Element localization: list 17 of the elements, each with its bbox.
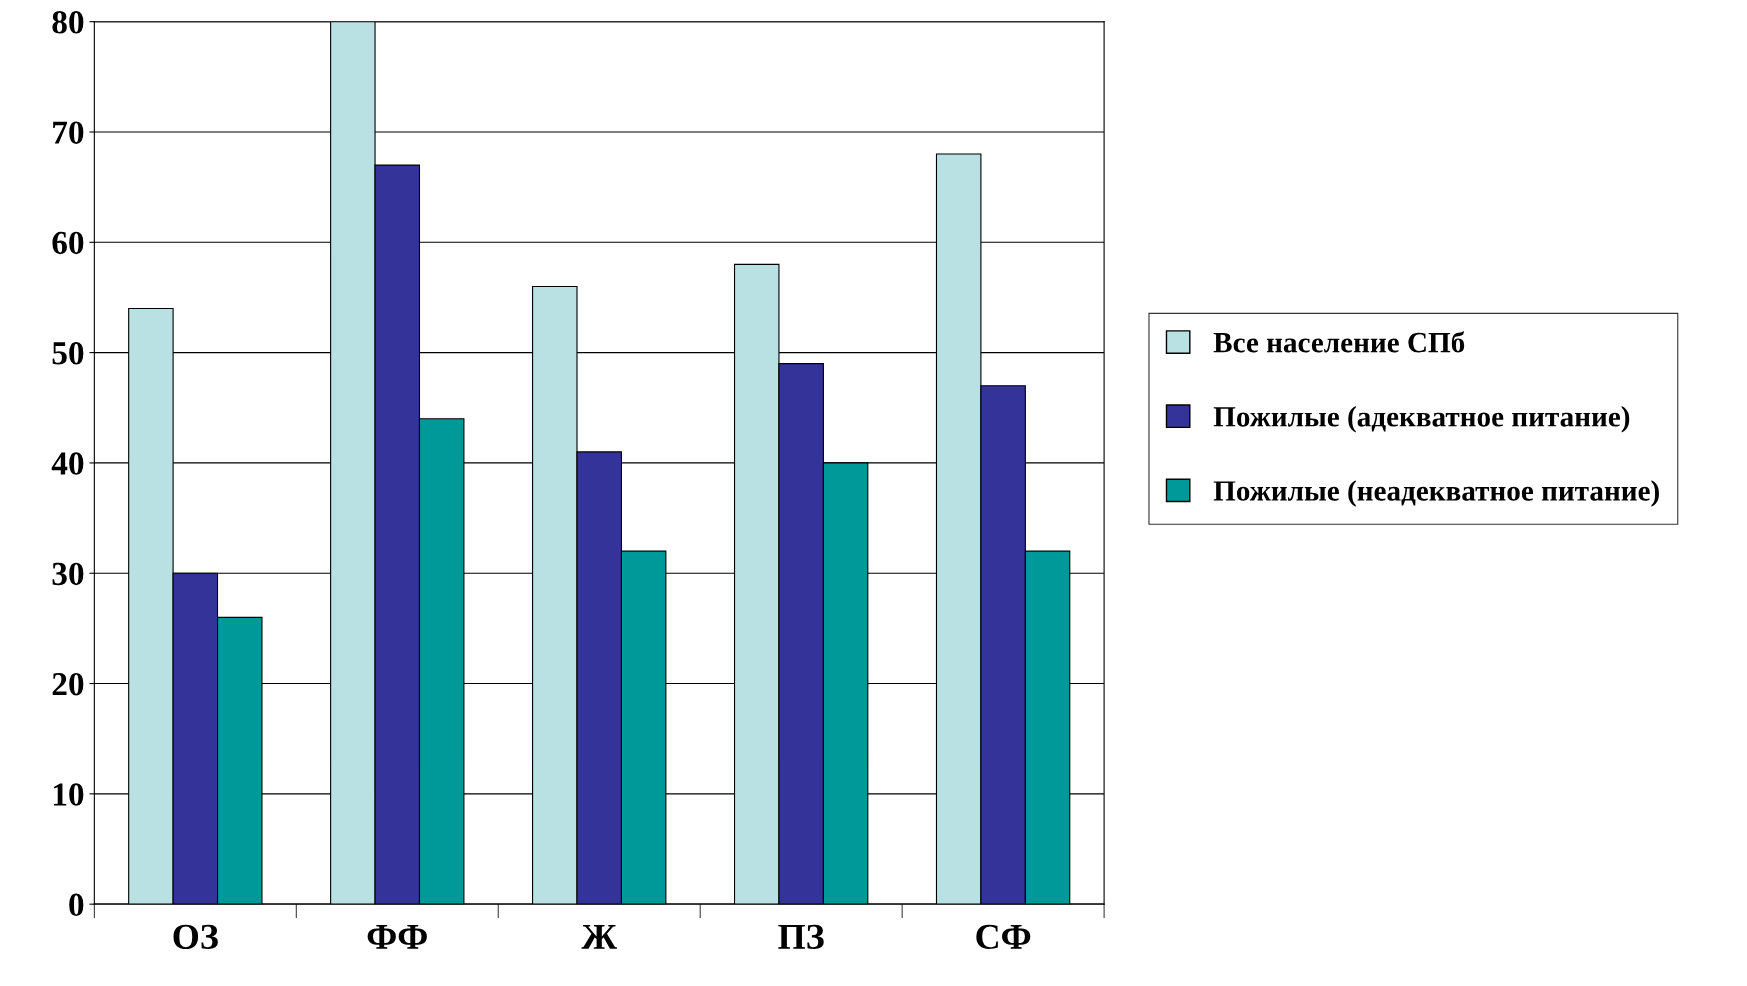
y-tick-label: 80 (52, 11, 84, 34)
y-tick-label: 60 (52, 231, 84, 255)
x-tick-label: ФФ (367, 925, 427, 949)
legend-label: Все население СПб (1213, 331, 1465, 353)
y-tick-label: 70 (53, 121, 84, 144)
legend-label: Пожилые (неадекватное питание) (1213, 480, 1659, 507)
y-tick-label: 0 (69, 893, 84, 917)
x-tick-label: ПЗ (778, 924, 824, 950)
y-tick-label: 30 (52, 562, 84, 586)
x-tick-label: ОЗ (173, 924, 218, 950)
x-tick-label: Ж (581, 925, 618, 949)
y-tick-label: 50 (52, 342, 84, 365)
legend-label: Пожилые (адекватное питание) (1213, 406, 1630, 433)
y-tick-label: 20 (52, 672, 84, 696)
x-tick-label: СФ (976, 924, 1031, 950)
y-tick-label: 10 (53, 783, 84, 806)
y-tick-label: 40 (51, 452, 84, 475)
